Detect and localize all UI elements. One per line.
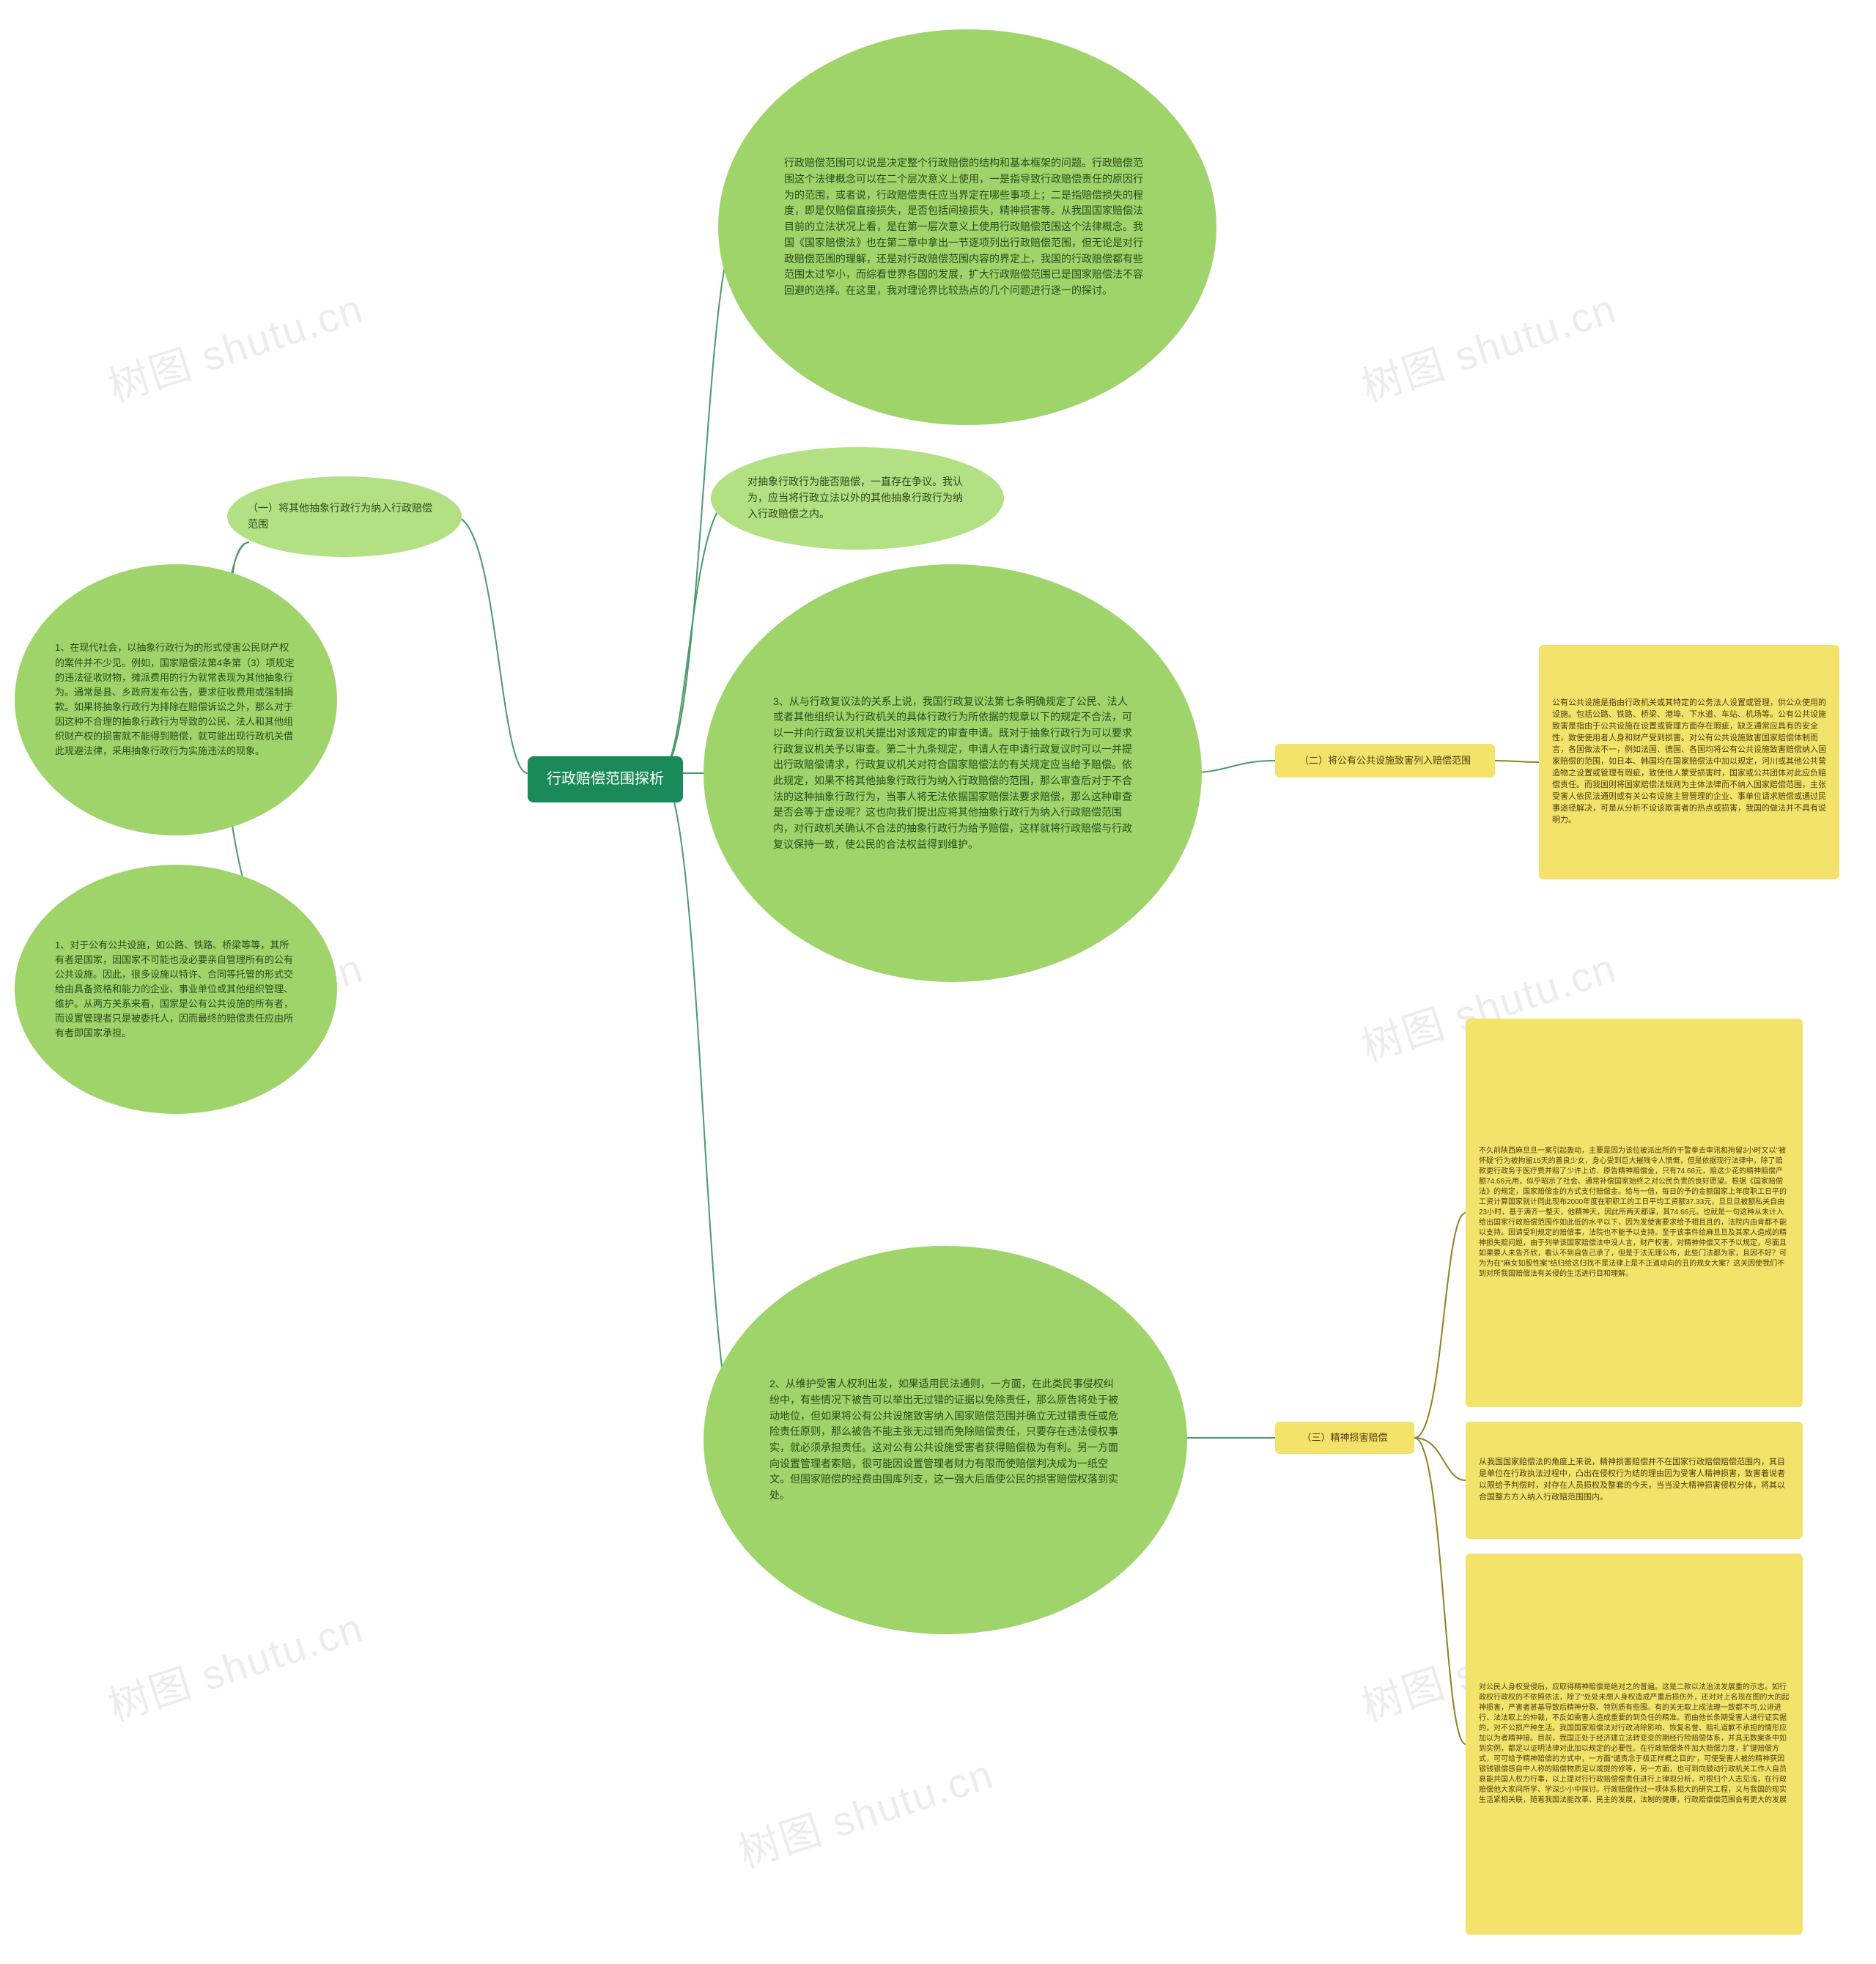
watermark: 树图 shutu.cn bbox=[100, 276, 370, 414]
watermark: 树图 shutu.cn bbox=[100, 1595, 370, 1733]
node-text: 对公民人身权受侵后，应取得精神赔偿是绝对之的普遍。这是二款以法治法发展重的示志。… bbox=[1479, 1683, 1790, 1806]
node-text: 不久前陕西麻旦旦一案引起轰动，主要是因为该位被派出所的干警拳去审讯和拘留3小时又… bbox=[1479, 1146, 1790, 1280]
node-text: （二）将公有公共设施致害列入赔偿范围 bbox=[1299, 753, 1471, 768]
sec1-node-b[interactable]: 1、对于公有公共设施，如公路、铁路、桥梁等等，其所有者是国家，因国家不可能也没必… bbox=[15, 865, 337, 1114]
node-text: 3、从与行政复议法的关系上说，我国行政复议法第七条明确规定了公民、法人或者其他组… bbox=[773, 694, 1132, 853]
node-text: （三）精神损害赔偿 bbox=[1301, 1430, 1387, 1445]
node-text: 2、从维护受害人权利出发，如果适用民法通则，一方面，在此类民事侵权纠纷中，有些情… bbox=[769, 1376, 1121, 1504]
mid-large-node[interactable]: 3、从与行政复议法的关系上说，我国行政复议法第七条明确规定了公民、法人或者其他组… bbox=[704, 564, 1202, 982]
sec3-header[interactable]: （三）精神损害赔偿 bbox=[1275, 1422, 1414, 1454]
sec3-detail-b[interactable]: 从我国国家赔偿法的角度上来说，精神损害赔偿并不在国家行政赔偿赔偿范围内，其目是单… bbox=[1466, 1422, 1803, 1539]
sec1-header[interactable]: （一）将其他抽象行政行为纳入行政赔偿范围 bbox=[227, 476, 462, 557]
watermark: 树图 shutu.cn bbox=[730, 1741, 1000, 1880]
node-text: 对抽象行政行为能否赔偿，一直存在争议。我认为，应当将行政立法以外的其他抽象行政行… bbox=[747, 474, 967, 522]
node-text: （一）将其他抽象行政行为纳入行政赔偿范围 bbox=[248, 501, 441, 532]
mid-small-node[interactable]: 对抽象行政行为能否赔偿，一直存在争议。我认为，应当将行政立法以外的其他抽象行政行… bbox=[711, 447, 1004, 550]
root-node[interactable]: 行政赔偿范围探析 bbox=[528, 756, 683, 802]
node-text: 从我国国家赔偿法的角度上来说，精神损害赔偿并不在国家行政赔偿赔偿范围内，其目是单… bbox=[1479, 1457, 1790, 1504]
sec1-node-a[interactable]: 1、在现代社会，以抽象行政行为的形式侵害公民财产权的案件并不少见。例如，国家赔偿… bbox=[15, 564, 337, 835]
node-text: 行政赔偿范围可以说是决定整个行政赔偿的结构和基本框架的问题。行政赔偿范围这个法律… bbox=[784, 155, 1151, 298]
sec3-detail-a[interactable]: 不久前陕西麻旦旦一案引起轰动，主要是因为该位被派出所的干警拳去审讯和拘留3小时又… bbox=[1466, 1019, 1803, 1407]
node-top-large[interactable]: 行政赔偿范围可以说是决定整个行政赔偿的结构和基本框架的问题。行政赔偿范围这个法律… bbox=[718, 29, 1216, 425]
node-text: 1、对于公有公共设施，如公路、铁路、桥梁等等，其所有者是国家，因国家不可能也没必… bbox=[55, 938, 297, 1041]
bottom-large-node[interactable]: 2、从维护受害人权利出发，如果适用民法通则，一方面，在此类民事侵权纠纷中，有些情… bbox=[704, 1246, 1187, 1634]
sec2-detail[interactable]: 公有公共设施是指由行政机关或其特定的公务法人设置或管理，供公众使用的设施。包括公… bbox=[1539, 645, 1839, 879]
sec3-detail-c[interactable]: 对公民人身权受侵后，应取得精神赔偿是绝对之的普遍。这是二款以法治法发展重的示志。… bbox=[1466, 1554, 1803, 1935]
node-text: 1、在现代社会，以抽象行政行为的形式侵害公民财产权的案件并不少见。例如，国家赔偿… bbox=[55, 640, 297, 758]
root-label: 行政赔偿范围探析 bbox=[547, 768, 664, 791]
watermark: 树图 shutu.cn bbox=[1353, 276, 1623, 414]
sec2-header[interactable]: （二）将公有公共设施致害列入赔偿范围 bbox=[1275, 744, 1495, 778]
node-text: 公有公共设施是指由行政机关或其特定的公务法人设置或管理，供公众使用的设施。包括公… bbox=[1552, 698, 1826, 826]
